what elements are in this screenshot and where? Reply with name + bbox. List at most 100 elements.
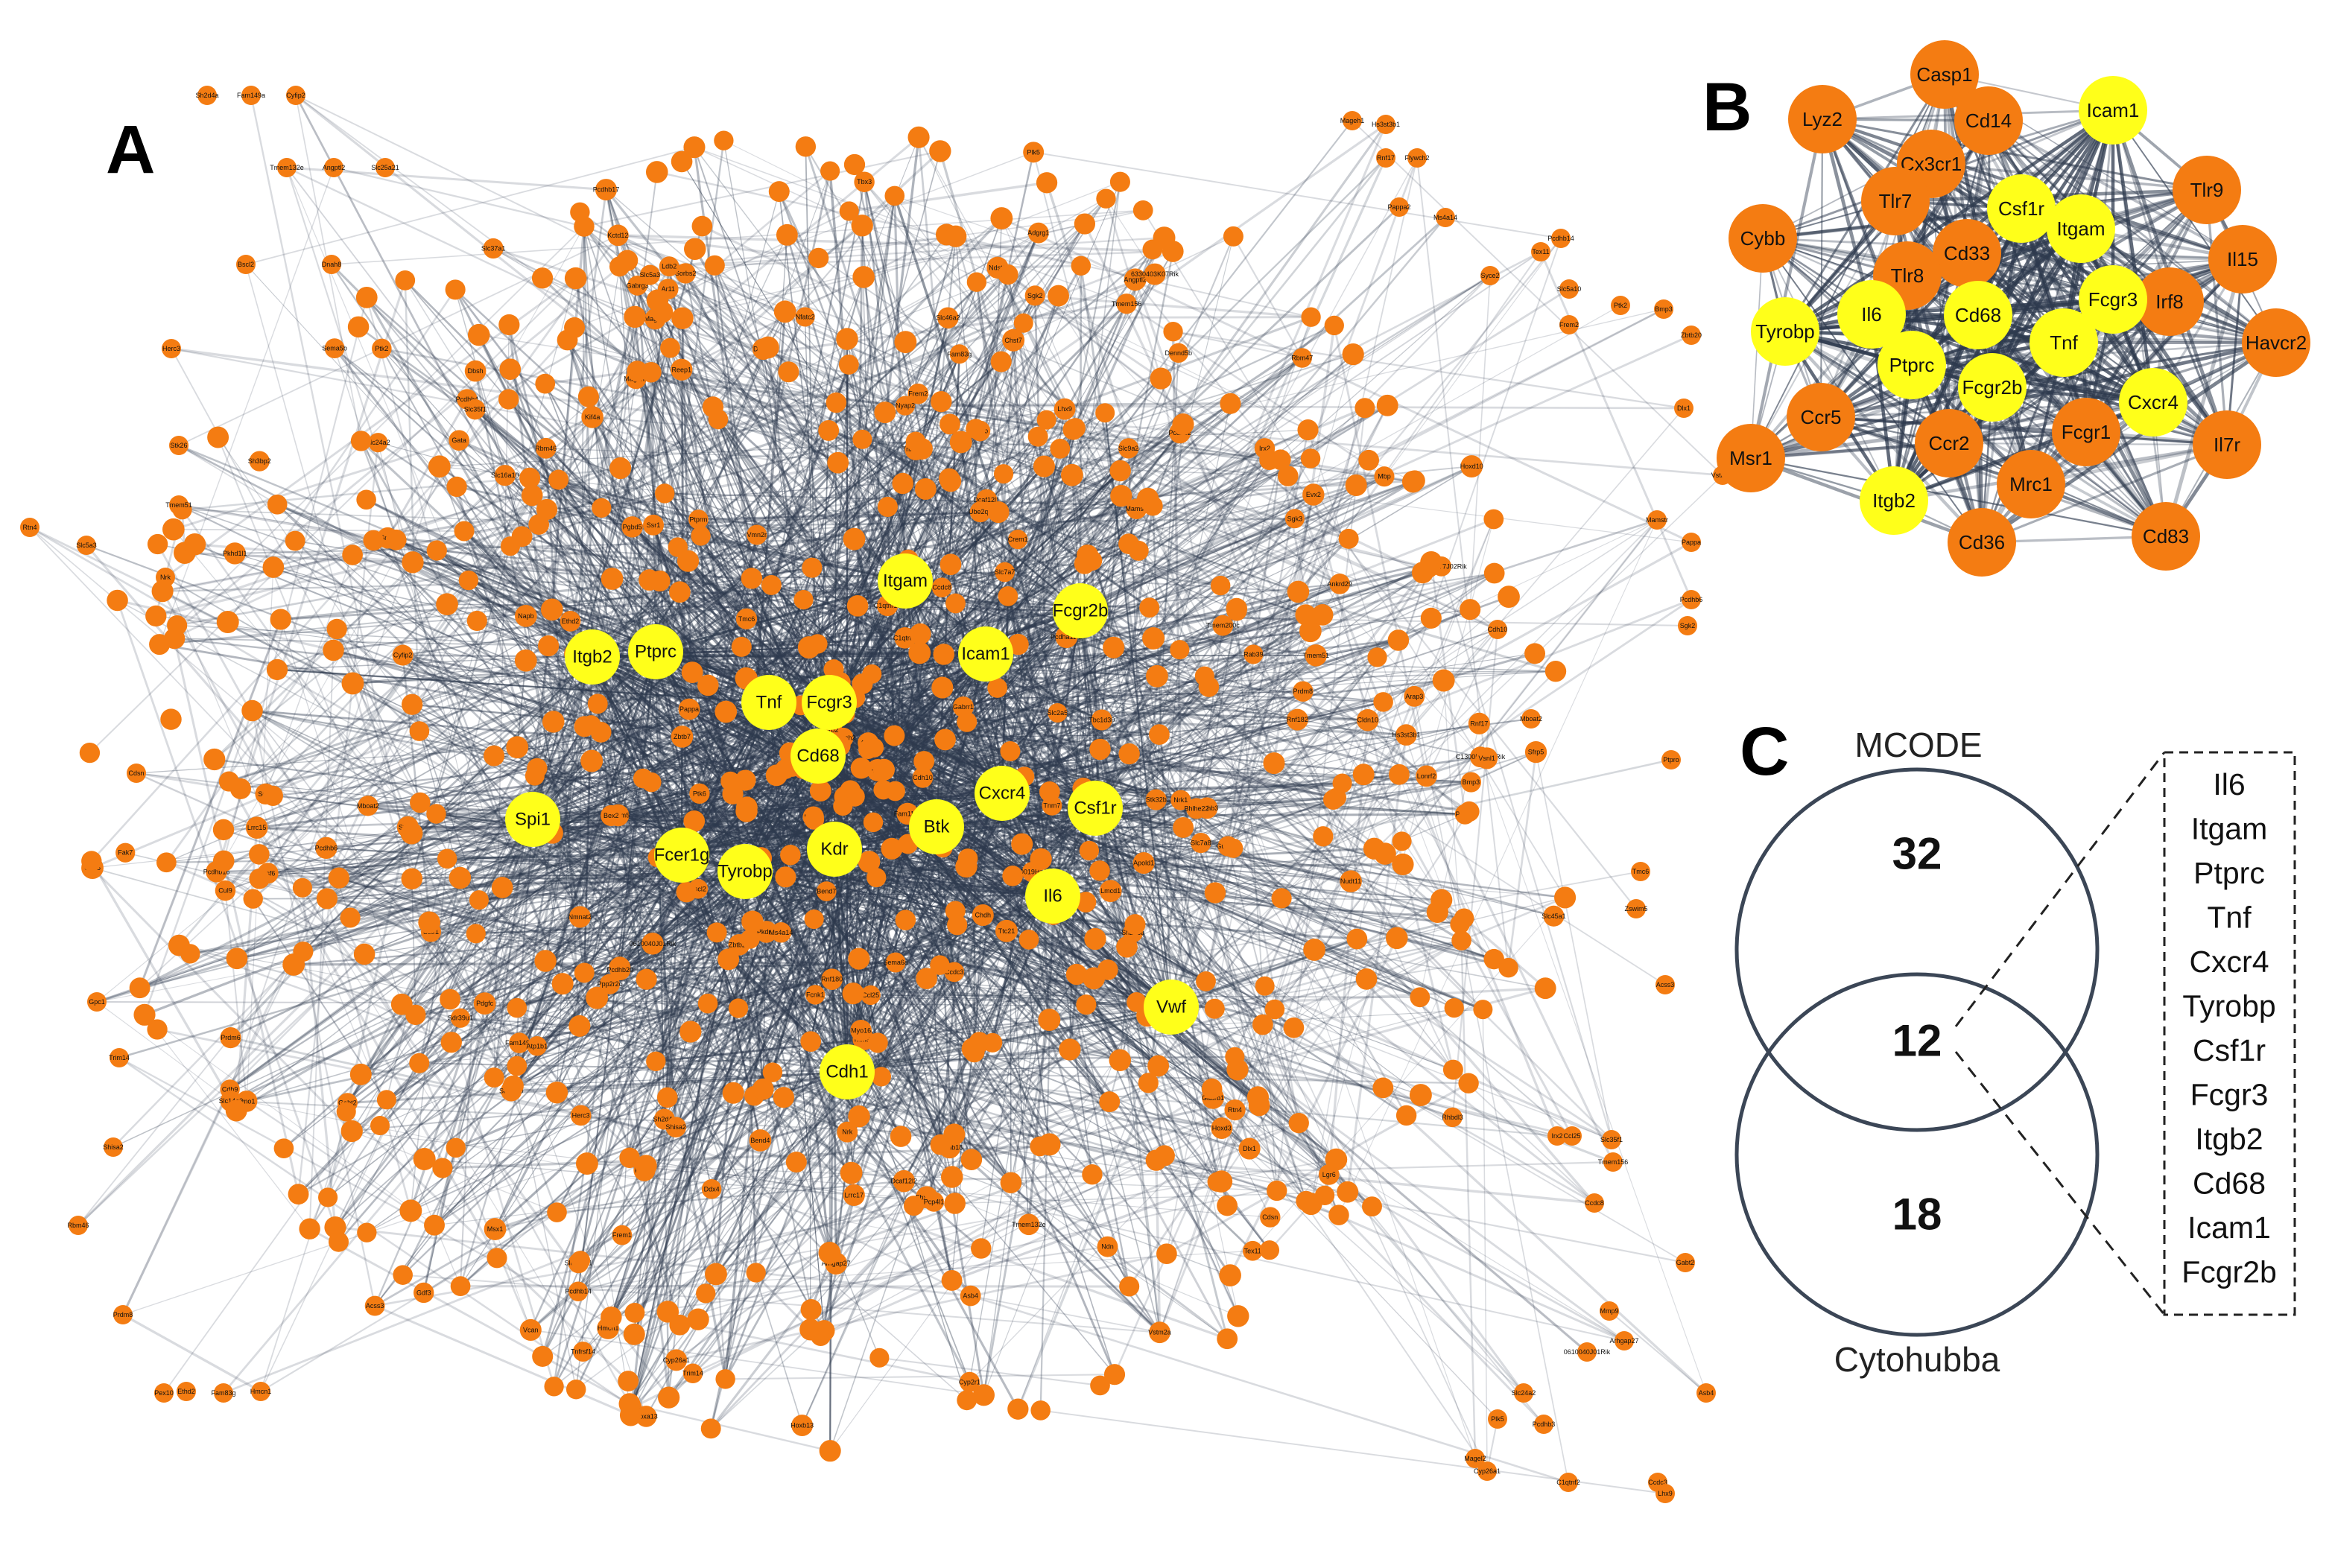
gene-node[interactable] [862, 664, 882, 684]
gene-node[interactable] [1050, 438, 1071, 459]
gene-node[interactable] [437, 848, 457, 869]
gene-node[interactable] [903, 1196, 925, 1216]
gene-node[interactable] [677, 550, 700, 572]
gene-node[interactable] [874, 401, 896, 424]
gene-node[interactable] [1163, 322, 1183, 342]
gene-node[interactable] [1338, 528, 1359, 549]
gene-node[interactable] [775, 866, 796, 888]
gene-node[interactable]: Tmc6 [1631, 862, 1650, 881]
gene-node[interactable]: Bend4 [749, 1129, 772, 1152]
gene-node[interactable]: Slc46a2 [936, 307, 960, 328]
gene-node[interactable] [914, 478, 937, 500]
gene-node[interactable] [1060, 463, 1083, 486]
gene-node[interactable] [998, 586, 1018, 606]
gene-node[interactable] [741, 910, 764, 933]
gene-node[interactable] [947, 915, 968, 936]
gene-node[interactable] [491, 877, 513, 898]
gene-node[interactable]: Lhx9 [1053, 398, 1076, 420]
gene-node[interactable]: Lhx9 [1655, 1484, 1675, 1503]
gene-node[interactable] [1534, 977, 1556, 1000]
gene-node[interactable] [1358, 449, 1380, 471]
gene-node[interactable] [645, 161, 668, 183]
gene-node[interactable]: Sgk2 [1678, 616, 1697, 635]
gene-node[interactable] [867, 1032, 888, 1053]
gene-node[interactable]: Rtn4 [1224, 1099, 1246, 1121]
gene-node[interactable] [961, 1038, 984, 1061]
gene-node[interactable] [1217, 1195, 1238, 1216]
gene-node[interactable] [1139, 597, 1160, 618]
gene-node[interactable] [1271, 888, 1292, 909]
gene-node[interactable] [532, 1345, 554, 1367]
gene-node[interactable] [1074, 213, 1096, 235]
gene-node[interactable] [864, 737, 884, 758]
gene-node[interactable] [1142, 626, 1165, 650]
gene-node[interactable] [536, 498, 558, 521]
gene-node[interactable] [1483, 509, 1504, 530]
gene-node[interactable]: Rnf180 [821, 968, 843, 990]
hub-gene-node-tnf[interactable]: Tnf [741, 675, 796, 730]
gene-node[interactable] [1524, 643, 1546, 664]
gene-node[interactable] [499, 358, 522, 381]
gene-node[interactable] [1373, 692, 1393, 712]
gene-node[interactable] [1460, 599, 1481, 620]
gene-node[interactable] [1255, 976, 1275, 996]
gene-node[interactable] [1337, 1181, 1359, 1203]
gene-node[interactable] [511, 526, 533, 547]
gene-node[interactable] [819, 1440, 841, 1462]
gene-node[interactable] [1217, 1328, 1238, 1350]
gene-node[interactable] [846, 594, 869, 617]
gene-node[interactable] [623, 1323, 645, 1345]
gene-node[interactable] [356, 489, 376, 510]
gene-node[interactable]: Sh2d4a [195, 86, 219, 105]
gene-node[interactable] [728, 998, 749, 1018]
gene-node[interactable] [1074, 553, 1095, 574]
gene-node[interactable]: Msx1 [484, 1218, 507, 1240]
gene-node[interactable] [1007, 1398, 1029, 1420]
gene-node[interactable] [145, 605, 167, 627]
gene-node[interactable] [1172, 413, 1194, 436]
gene-node[interactable] [1097, 959, 1118, 980]
gene-node[interactable] [1355, 968, 1378, 990]
gene-node[interactable] [826, 392, 847, 413]
gene-node[interactable]: Tmc6 [735, 608, 758, 629]
gene-node[interactable] [624, 305, 646, 328]
gene-node[interactable] [487, 1248, 507, 1269]
gene-node[interactable] [1039, 781, 1060, 802]
gene-node[interactable]: Cyfip2 [286, 86, 305, 105]
gene-node[interactable] [266, 658, 288, 681]
gene-node[interactable] [1367, 647, 1387, 667]
gene-node[interactable] [802, 557, 823, 578]
gene-node[interactable] [548, 469, 569, 490]
gene-node[interactable] [994, 464, 1014, 484]
gene-node[interactable] [702, 396, 724, 418]
gene-node[interactable] [249, 844, 270, 865]
gene-node[interactable] [551, 973, 574, 995]
gene-node[interactable] [565, 1379, 586, 1400]
gene-node[interactable] [484, 745, 505, 766]
gene-node[interactable] [635, 1155, 657, 1177]
gene-node[interactable] [249, 868, 270, 889]
hub-gene-node-ptprc[interactable]: Ptprc [628, 624, 683, 679]
gene-node[interactable]: Gdf3 [413, 1282, 434, 1304]
gene-node[interactable] [1303, 939, 1325, 961]
gene-node[interactable] [731, 636, 752, 657]
gene-node[interactable] [1030, 848, 1052, 871]
gene-node[interactable] [761, 574, 782, 595]
gene-node[interactable] [681, 661, 703, 684]
gene-node[interactable] [574, 716, 595, 737]
gene-node[interactable] [601, 568, 624, 590]
gene-node[interactable]: Zbtb20 [1681, 326, 1702, 345]
hub-gene-node-spi1[interactable]: Spi1 [505, 792, 560, 847]
gene-node[interactable] [624, 1302, 645, 1323]
gene-node[interactable] [776, 223, 798, 246]
gene-node[interactable]: Stk32b [1145, 789, 1167, 810]
gene-node[interactable] [1173, 816, 1194, 838]
gene-node[interactable] [514, 649, 537, 672]
gene-node[interactable] [1385, 927, 1408, 950]
gene-node[interactable] [409, 721, 430, 741]
gene-node[interactable] [934, 729, 956, 751]
gene-node[interactable] [1313, 826, 1334, 847]
gene-node[interactable] [1301, 307, 1321, 327]
gene-node[interactable] [1454, 908, 1474, 929]
gene-node[interactable] [1116, 936, 1138, 958]
